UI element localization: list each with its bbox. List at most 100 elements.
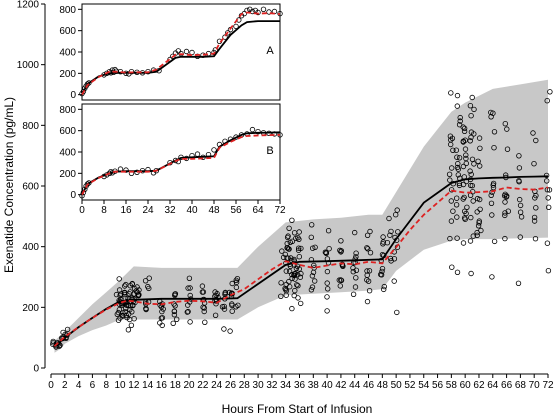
inset-point: [249, 8, 256, 15]
prediction-interval-band: [54, 79, 548, 353]
observed-point: [309, 222, 315, 228]
observed-point: [172, 292, 178, 299]
observed-point: [324, 308, 330, 314]
observed-point: [297, 274, 303, 280]
observed-point: [146, 275, 152, 281]
observed-point: [159, 315, 166, 321]
inset-point: [233, 23, 239, 30]
inset-point: [86, 180, 92, 186]
x-tick-label: 64: [487, 380, 499, 391]
observed-point: [212, 312, 219, 318]
x-tick-label: 68: [515, 380, 527, 391]
observed-point: [450, 208, 456, 214]
observed-point: [353, 250, 359, 256]
inset-predicted-line: [81, 20, 280, 96]
observed-point: [171, 301, 177, 307]
observed-point: [308, 234, 314, 240]
observed-point: [296, 245, 302, 251]
observed-point: [289, 271, 295, 278]
observed-point: [468, 129, 475, 135]
inset-x-tick-label: 8: [101, 205, 107, 216]
observed-point: [456, 121, 463, 128]
observed-point: [128, 322, 135, 328]
observed-point: [364, 298, 371, 305]
observed-point: [393, 211, 399, 218]
observed-point: [394, 309, 400, 316]
observed-point: [291, 271, 298, 277]
observed-point: [532, 235, 539, 242]
observed-point: [286, 246, 292, 252]
inset-panel-b: 0 200 400 600 800 0 8 16 24 32 40 48 56 64 72 B: [59, 103, 286, 216]
observed-point: [477, 206, 483, 212]
observed-point: [380, 239, 386, 245]
observed-point: [202, 319, 208, 325]
observed-point: [278, 280, 284, 286]
observed-point: [467, 238, 474, 244]
y-tick-label: 800: [22, 121, 39, 132]
observed-point: [460, 240, 467, 246]
x-tick-label: 30: [253, 380, 265, 391]
observed-point: [378, 271, 384, 278]
observed-point: [547, 89, 553, 95]
observed-point: [283, 268, 289, 274]
x-tick-label: 66: [501, 380, 513, 391]
observed-point: [288, 255, 294, 261]
observed-point: [468, 214, 474, 221]
observed-point: [278, 293, 284, 299]
inset-y-tick-label: 400: [59, 148, 76, 159]
x-tick-label: 42: [335, 380, 347, 391]
x-tick-label: 54: [418, 380, 430, 391]
observed-point: [516, 153, 522, 159]
observed-point: [187, 292, 193, 299]
observed-point: [449, 135, 456, 141]
observed-point: [489, 212, 495, 218]
inset-point: [175, 48, 181, 54]
x-tick-label: 72: [542, 380, 554, 391]
observed-point: [291, 256, 297, 263]
observed-point: [312, 244, 318, 250]
observed-point: [462, 146, 469, 152]
observed-point: [142, 278, 149, 284]
observed-point: [467, 168, 473, 174]
observed-point: [502, 199, 508, 205]
observed-point: [517, 234, 523, 240]
observed-point: [221, 303, 227, 310]
observed-point: [454, 164, 461, 171]
inset-point: [82, 186, 88, 192]
inset-y-tick-label: 800: [59, 5, 76, 16]
x-tick-label: 2: [62, 380, 68, 391]
observed-point: [476, 135, 483, 141]
observed-point: [491, 129, 498, 135]
x-axis-title: Hours From Start of Infusion: [222, 402, 373, 416]
observed-point: [447, 177, 453, 183]
x-tick-label: 22: [197, 380, 209, 391]
observed-point: [289, 275, 295, 282]
observed-point: [298, 270, 304, 277]
observed-point: [468, 134, 474, 141]
observed-point: [121, 289, 128, 296]
observed-point: [235, 302, 241, 308]
observed-point: [474, 195, 481, 202]
y-tick-label: 400: [22, 242, 39, 253]
observed-point: [448, 198, 454, 204]
inset-observed-line: [81, 11, 281, 96]
observed-point: [229, 301, 235, 307]
observed-point: [116, 276, 122, 282]
observed-point: [199, 283, 206, 289]
observed-point: [454, 269, 461, 275]
observed-point: [491, 144, 497, 151]
observed-point: [365, 246, 371, 252]
observed-point: [298, 245, 304, 252]
observed-point: [488, 192, 494, 198]
observed-point: [449, 165, 455, 171]
inset-x-tick-label: 56: [230, 205, 242, 216]
observed-point: [366, 268, 373, 274]
observed-point: [130, 302, 136, 308]
x-tick-label: 28: [239, 380, 251, 391]
observed-point: [212, 289, 218, 295]
observed-point: [387, 232, 393, 238]
observed-point: [489, 274, 495, 280]
observed-point: [469, 94, 475, 101]
observed-point: [463, 152, 469, 158]
